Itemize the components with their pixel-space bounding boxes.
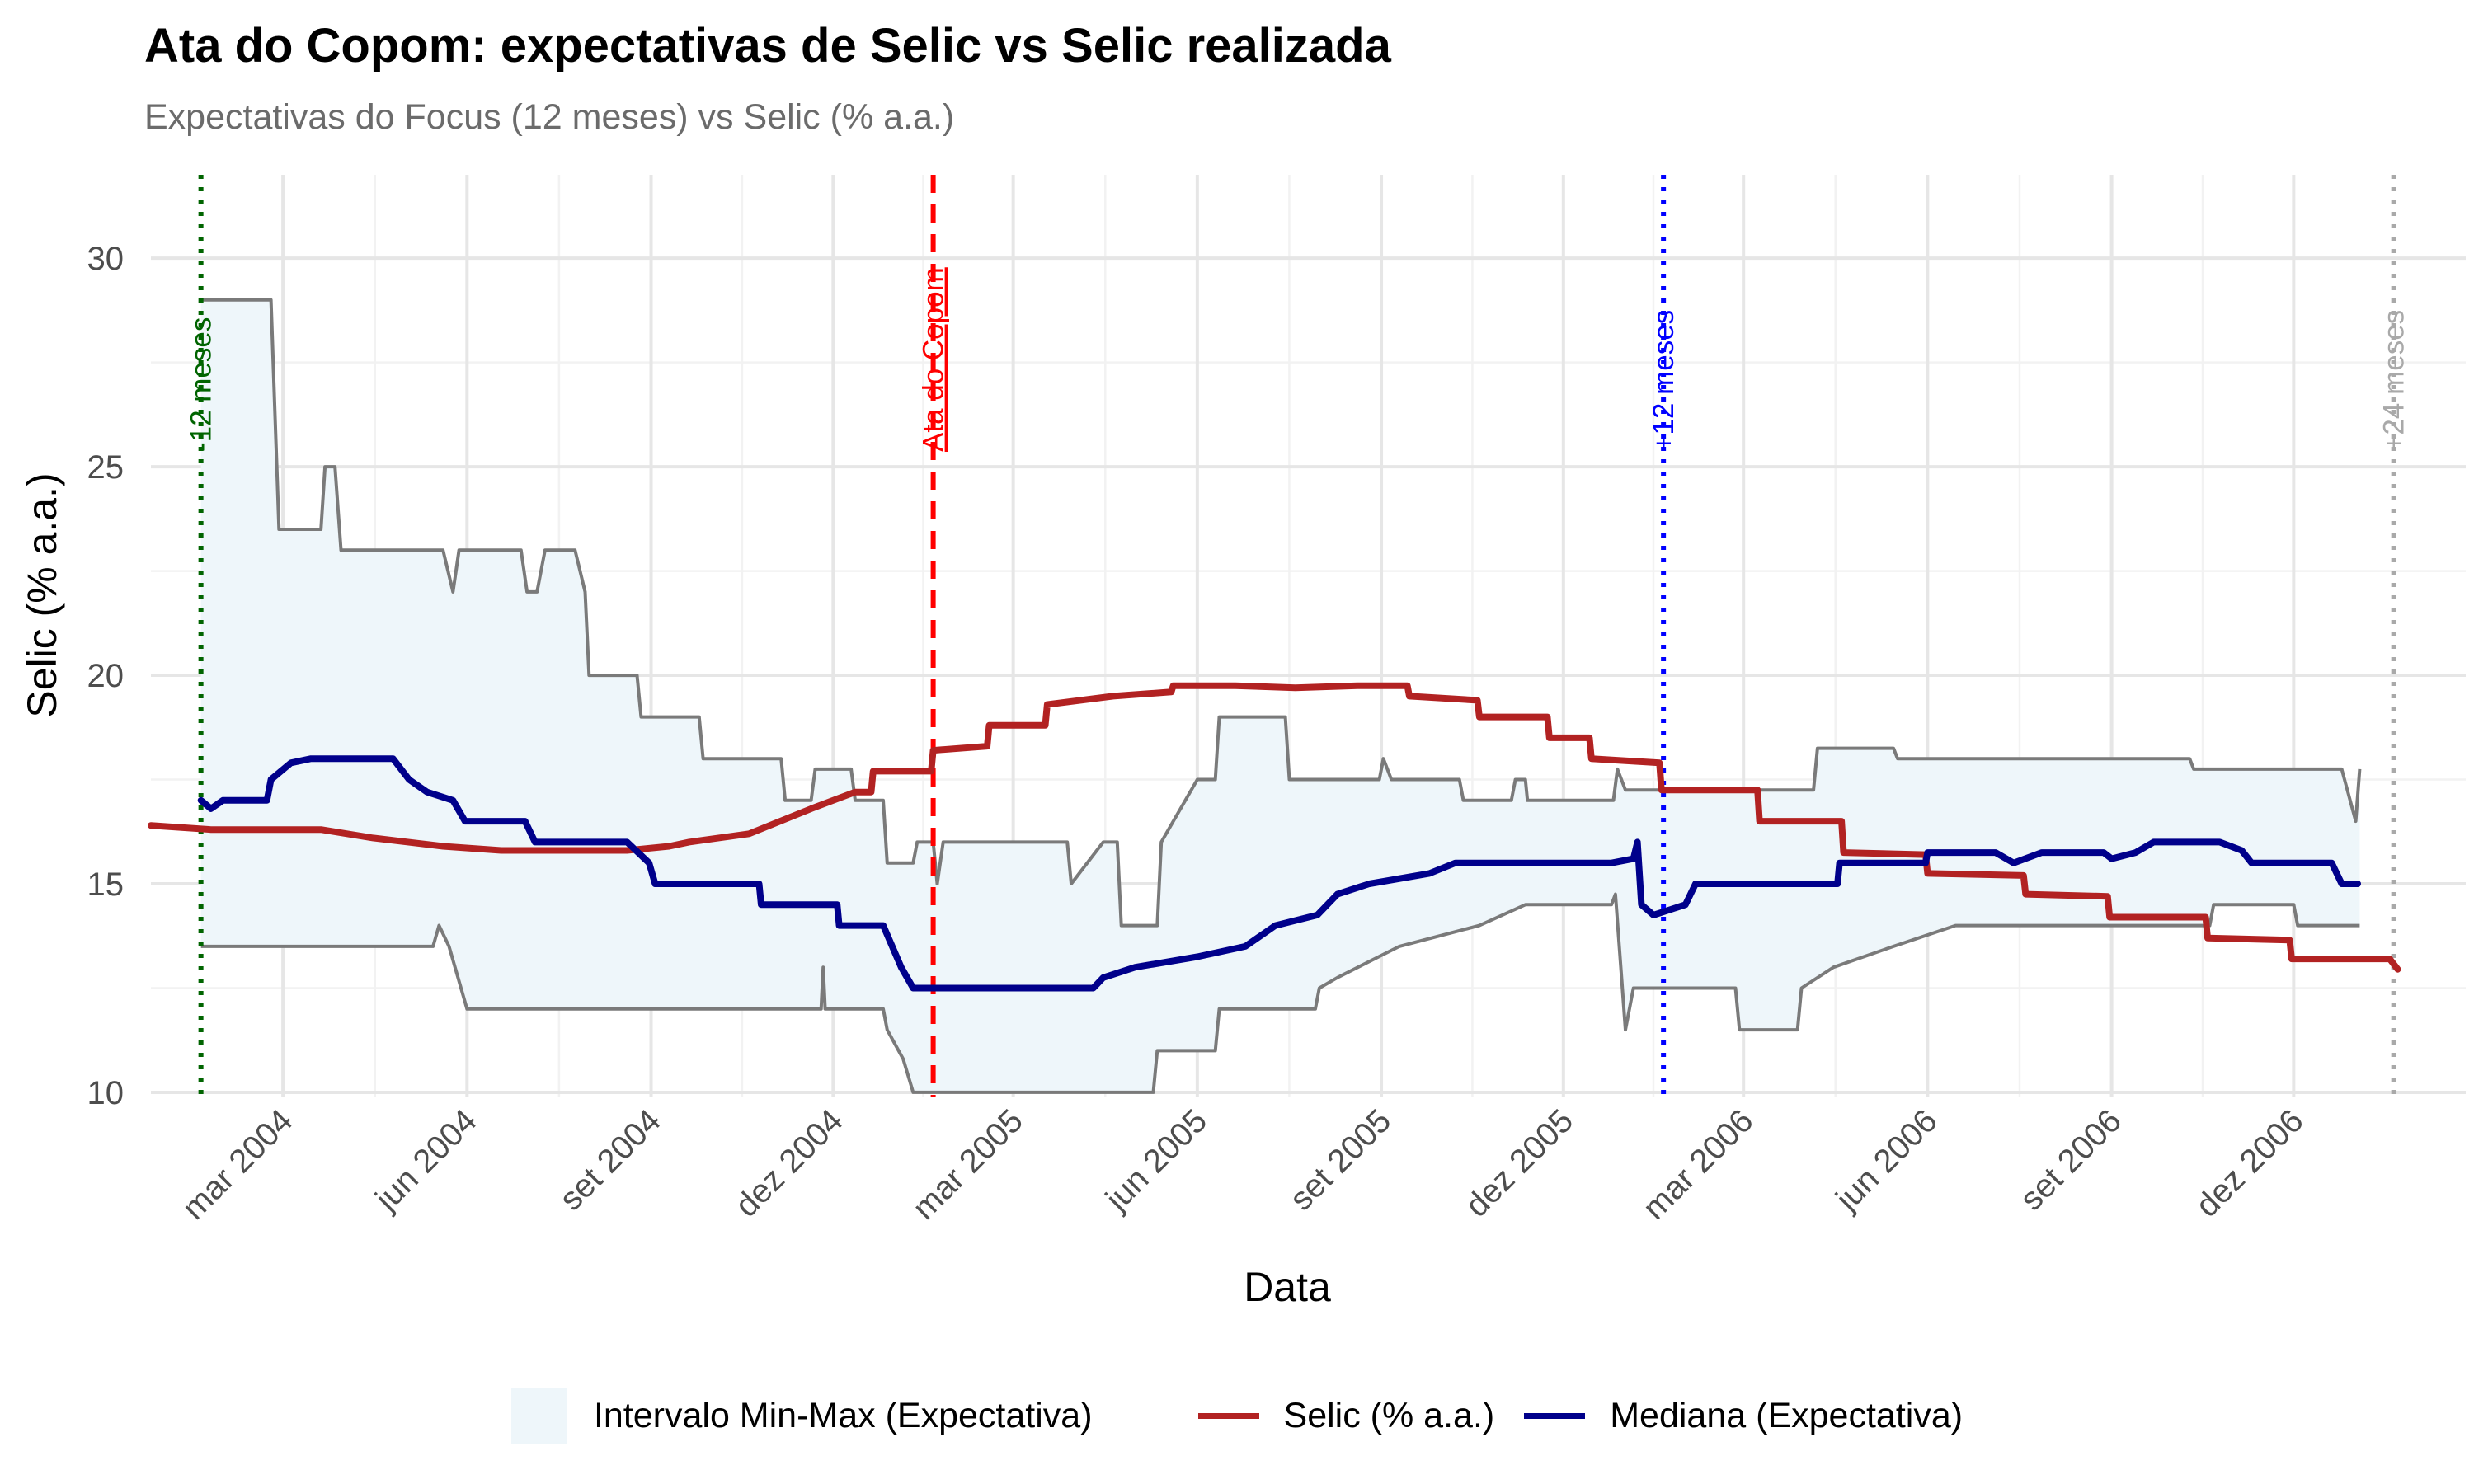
x-tick-label: mar 2005 — [905, 1102, 1030, 1227]
x-tick-label: dez 2006 — [2189, 1102, 2310, 1223]
legend-ribbon-swatch — [510, 1388, 567, 1444]
y-tick-label: 15 — [87, 866, 125, 903]
ribbon-layer — [200, 298, 2362, 1094]
y-tick-label: 10 — [87, 1075, 125, 1111]
y-tick-label: 25 — [87, 449, 125, 486]
x-tick-label: jun 2004 — [368, 1102, 483, 1218]
x-tick-label: jun 2005 — [1098, 1102, 1214, 1218]
ribbon-fill — [200, 299, 2360, 1092]
legend: Intervalo Min-Max (Expectativa) Selic (%… — [0, 1378, 2474, 1453]
legend-item-ribbon: Intervalo Min-Max (Expectativa) — [510, 1388, 1093, 1444]
reference-line-label: +24 meses — [2378, 310, 2411, 452]
x-tick-label: mar 2006 — [1636, 1102, 1761, 1227]
legend-median-swatch — [1524, 1412, 1586, 1419]
legend-selic-label: Selic (% a.a.) — [1283, 1395, 1495, 1435]
x-axis-ticks: mar 2004 jun 2004 set 2004 dez 2004 mar 2005… — [176, 1102, 2311, 1227]
legend-item-median: Mediana (Expectativa) — [1524, 1396, 1963, 1436]
series-line-median — [197, 755, 2361, 992]
series-line-selic — [148, 682, 2401, 973]
y-axis-title: Selic (% a.a.) — [19, 472, 65, 717]
legend-item-selic: Selic (% a.a.) — [1197, 1395, 1495, 1436]
y-tick-label: 20 — [87, 658, 125, 694]
reference-line-label: Ata do Copom — [918, 267, 950, 452]
ribbon-lower-edge — [200, 892, 2360, 1094]
reference-line-label: -12 meses — [186, 317, 218, 452]
y-axis-ticks: 10 15 20 25 30 — [87, 241, 125, 1111]
legend-selic-swatch — [1197, 1412, 1259, 1419]
chart-subtitle: Expectativas do Focus (12 meses) vs Seli… — [144, 97, 955, 137]
x-tick-label: set 2004 — [553, 1102, 668, 1218]
x-tick-label: mar 2004 — [176, 1102, 300, 1227]
legend-ribbon-label: Intervalo Min-Max (Expectativa) — [593, 1395, 1093, 1435]
ribbon-upper-edge — [200, 298, 2362, 928]
x-tick-label: set 2006 — [2013, 1102, 2128, 1218]
x-tick-label: dez 2005 — [1459, 1102, 1580, 1223]
y-tick-label: 30 — [87, 241, 125, 277]
reference-lines: -12 meses Ata do Copom +12 meses +24 meses — [186, 175, 2411, 1097]
x-tick-label: jun 2006 — [1828, 1102, 1944, 1218]
x-tick-label: dez 2004 — [728, 1102, 849, 1223]
chart-title: Ata do Copom: expectativas de Selic vs S… — [144, 19, 1391, 73]
reference-line-label: +12 meses — [1648, 310, 1680, 452]
x-tick-label: set 2005 — [1283, 1102, 1399, 1218]
x-axis-title: Data — [1244, 1264, 1331, 1310]
series-lines — [148, 682, 2401, 992]
legend-median-label: Mediana (Expectativa) — [1610, 1395, 1964, 1435]
